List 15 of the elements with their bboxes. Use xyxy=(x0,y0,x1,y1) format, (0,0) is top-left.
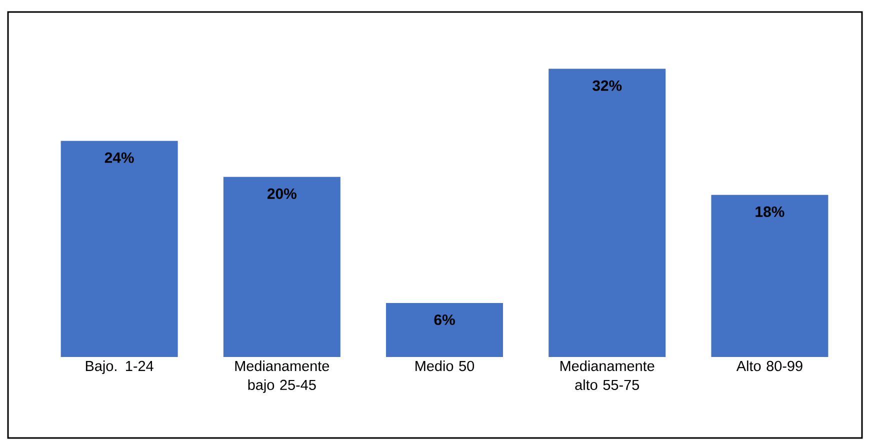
x-tick-label: Medio 50 xyxy=(416,360,474,372)
data-label: 6% xyxy=(434,314,455,326)
data-label: 32% xyxy=(592,80,622,91)
data-label: 18% xyxy=(756,206,784,217)
x-tick-label: Medianamente alto 55-75 xyxy=(560,360,654,390)
bar xyxy=(548,68,666,357)
bar xyxy=(386,302,504,357)
x-tick-label: Bajo. 1-24 xyxy=(86,360,154,374)
data-label: 20% xyxy=(267,188,296,199)
bar xyxy=(223,176,340,357)
bar xyxy=(60,140,178,357)
x-tick-label: Alto 80-99 xyxy=(736,360,802,372)
data-label: 24% xyxy=(104,152,134,163)
x-tick-label: Medianamente bajo 25-45 xyxy=(235,360,330,393)
bar xyxy=(711,194,828,357)
